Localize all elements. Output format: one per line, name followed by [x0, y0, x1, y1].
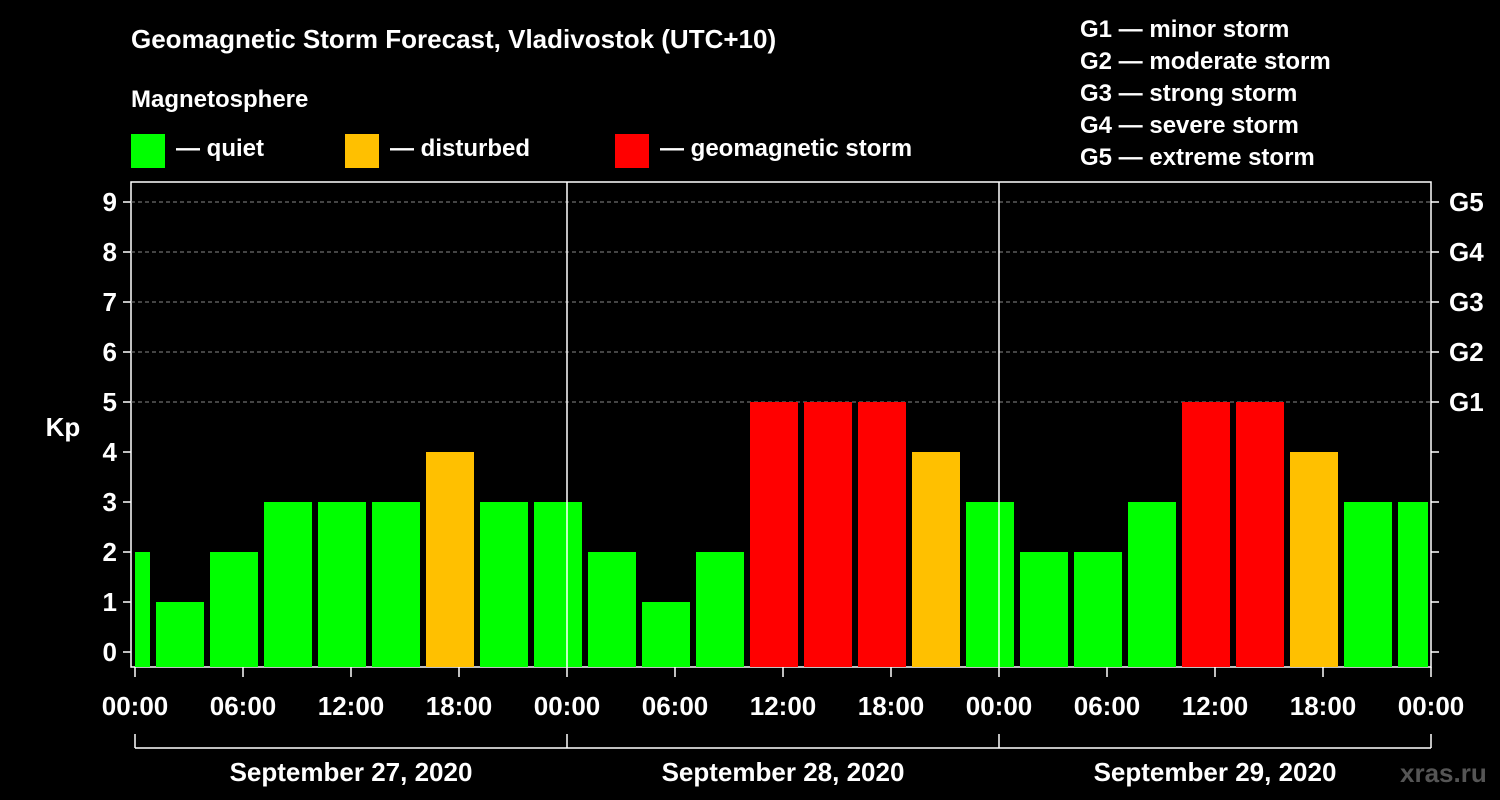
storm-level-g1: G1 — minor storm	[1080, 16, 1290, 43]
legend-storm-label: — geomagnetic storm	[660, 135, 913, 162]
bar-9	[588, 552, 636, 667]
y-tick-label-5: 5	[103, 387, 117, 417]
y-tick-label-7: 7	[103, 287, 117, 317]
bar-10	[642, 602, 690, 667]
bar-7	[480, 502, 528, 667]
bar-15	[912, 452, 960, 667]
right-axis-label-g4: G4	[1449, 237, 1484, 267]
day-label-3: September 29, 2020	[1094, 757, 1337, 787]
bar-21	[1236, 402, 1284, 667]
bar-22	[1290, 452, 1338, 667]
bar-16	[966, 502, 1014, 667]
bar-19	[1128, 502, 1176, 667]
y-tick-label-1: 1	[103, 587, 117, 617]
bar-4	[318, 502, 366, 667]
bar-14	[858, 402, 906, 667]
bar-2	[210, 552, 258, 667]
bar-11	[696, 552, 744, 667]
x-tick-label-5: 06:00	[642, 691, 709, 721]
x-tick-label-11: 18:00	[1290, 691, 1357, 721]
bar-8	[534, 502, 582, 667]
right-axis-label-g2: G2	[1449, 337, 1484, 367]
bar-12	[750, 402, 798, 667]
y-tick-label-2: 2	[103, 537, 117, 567]
bar-24	[1398, 502, 1428, 667]
y-tick-label-3: 3	[103, 487, 117, 517]
x-tick-label-12: 00:00	[1398, 691, 1465, 721]
chart-subtitle: Magnetosphere	[131, 86, 309, 113]
legend-quiet-label: — quiet	[176, 135, 264, 162]
y-tick-label-9: 9	[103, 187, 117, 217]
day-label-1: September 27, 2020	[230, 757, 473, 787]
bar-6	[426, 452, 474, 667]
chart-title: Geomagnetic Storm Forecast, Vladivostok …	[131, 24, 777, 54]
x-tick-label-4: 00:00	[534, 691, 601, 721]
y-tick-label-4: 4	[103, 437, 118, 467]
bar-20	[1182, 402, 1230, 667]
x-tick-label-0: 00:00	[102, 691, 169, 721]
right-axis-label-g5: G5	[1449, 187, 1484, 217]
x-tick-label-3: 18:00	[426, 691, 493, 721]
legend-quiet-swatch	[131, 134, 165, 168]
bar-17	[1020, 552, 1068, 667]
x-tick-label-7: 18:00	[858, 691, 925, 721]
right-axis-label-g3: G3	[1449, 287, 1484, 317]
bar-0	[135, 552, 150, 667]
y-tick-label-0: 0	[103, 637, 117, 667]
right-axis-label-g1: G1	[1449, 387, 1484, 417]
x-tick-label-1: 06:00	[210, 691, 277, 721]
y-tick-label-6: 6	[103, 337, 117, 367]
storm-level-legend: G1 — minor storm G2 — moderate storm G3 …	[1080, 14, 1331, 174]
x-tick-label-9: 06:00	[1074, 691, 1141, 721]
watermark: xras.ru	[1400, 758, 1487, 788]
y-axis-label: Kp	[46, 412, 81, 442]
bar-1	[156, 602, 204, 667]
legend-storm-swatch	[615, 134, 649, 168]
legend-disturbed-label: — disturbed	[390, 135, 531, 162]
x-tick-label-8: 00:00	[966, 691, 1033, 721]
legend-disturbed-swatch	[345, 134, 379, 168]
x-tick-label-6: 12:00	[750, 691, 817, 721]
x-tick-label-10: 12:00	[1182, 691, 1249, 721]
y-tick-label-8: 8	[103, 237, 117, 267]
bar-13	[804, 402, 852, 667]
storm-level-g5: G5 — extreme storm	[1080, 144, 1315, 171]
storm-level-g4: G4 — severe storm	[1080, 112, 1299, 139]
storm-level-g3: G3 — strong storm	[1080, 80, 1298, 107]
day-label-2: September 28, 2020	[662, 757, 905, 787]
storm-level-g2: G2 — moderate storm	[1080, 48, 1331, 75]
bar-23	[1344, 502, 1392, 667]
bar-5	[372, 502, 420, 667]
bar-3	[264, 502, 312, 667]
x-tick-label-2: 12:00	[318, 691, 385, 721]
bar-18	[1074, 552, 1122, 667]
